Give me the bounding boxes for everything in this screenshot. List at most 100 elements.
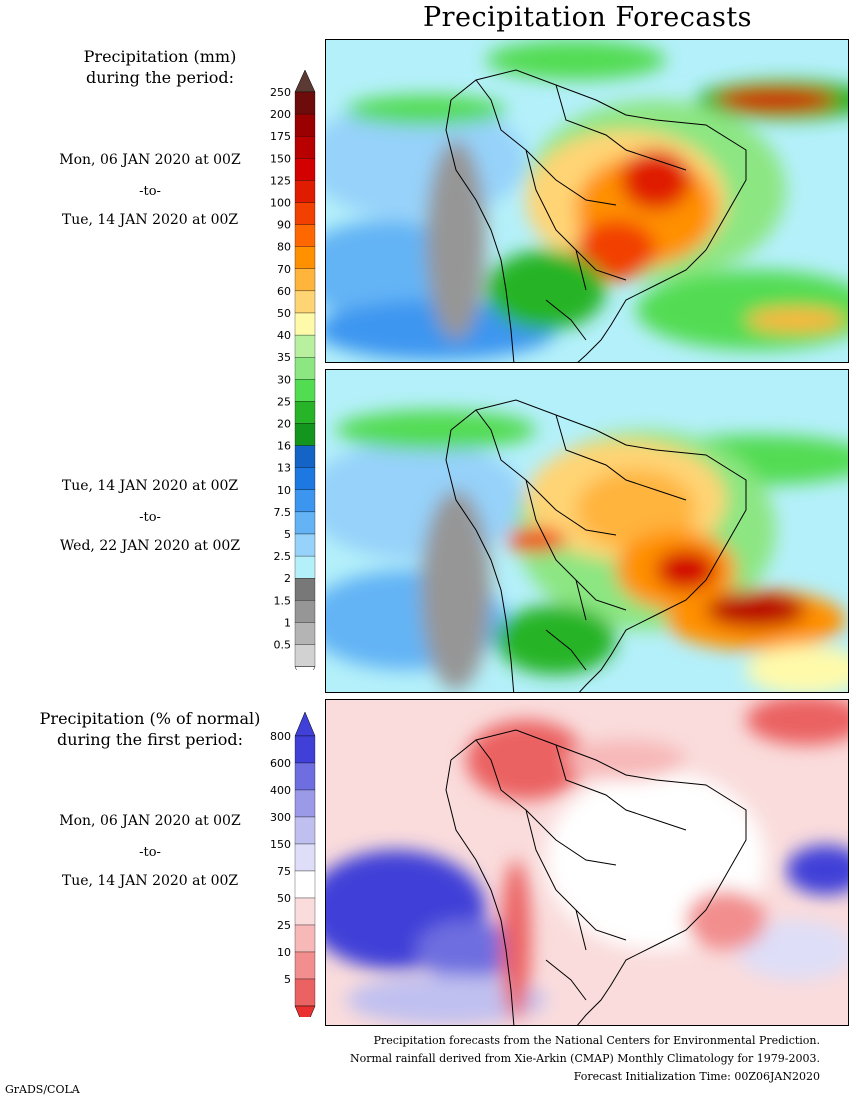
precip-legend-swatch [294,202,316,225]
percent-legend-tick-label: 5 [284,973,291,986]
precip-map-period2-image [326,370,848,692]
precip-map-period1-image [326,40,848,362]
precip-legend-swatch [294,489,316,513]
percent-legend-swatch [294,870,316,899]
page-title: Precipitation Forecasts [422,2,753,33]
percent-legend-tick-label: 600 [270,757,291,770]
percent-legend-swatch [294,816,316,845]
precip-legend-swatch [294,622,316,645]
percent-legend-swatch [294,735,316,764]
precip-legend-swatch [294,334,316,358]
precip-legend-swatch [294,246,316,269]
precip-legend-swatch [294,379,316,402]
precip-legend-tick-label: 2 [284,572,291,585]
percent-legend-top-arrow [294,711,316,737]
precip-legend-swatch [294,113,316,137]
percent-of-normal-map-image [326,700,848,1025]
percent-legend-swatch [294,924,316,953]
amount-heading: Precipitation (mm) during the period: [30,46,290,88]
precip-legend-swatch [294,180,316,203]
precip-legend-tick-label: 35 [277,351,291,364]
precip-legend-tick-label: 50 [277,307,291,320]
precip-legend-tick-label: 2.5 [274,550,292,563]
percent-legend-swatch [294,762,316,791]
precip-legend-swatch [294,136,316,159]
precip-legend-tick-label: 5 [284,528,291,541]
percent-legend-tick-label: 25 [277,919,291,932]
precip-legend-swatch [294,401,316,424]
precip-legend-tick-label: 200 [270,108,291,121]
precip-legend-bottom-arrow [294,666,316,690]
precip-legend-tick-label: 7.5 [274,506,292,519]
precip-legend-swatch [294,423,316,446]
precip-legend-swatch [294,578,316,601]
percent-legend-tick-label: 10 [277,946,291,959]
percent-legend-swatch [294,951,316,980]
footer-line2: Normal rainfall derived from Xie-Arkin (… [350,1052,820,1065]
period1-start: Mon, 06 JAN 2020 at 00Z [59,152,241,168]
percent-heading-line2: during the first period: [56,730,244,749]
precip-legend-tick-label: 175 [270,130,291,143]
percent-legend-tick-label: 150 [270,838,291,851]
precip-legend-tick-label: 80 [277,241,291,254]
period2-to: -to- [139,510,161,525]
precip-legend-swatch [294,511,316,535]
precip-colorbar: 2502001751501251009080706050403530252016… [270,69,316,690]
percent-legend-swatch [294,843,316,872]
percent-colorbar: 800 600 400 300 150 75 50 25 10 5 [270,711,316,1031]
precip-legend-tick-label: 20 [277,418,291,431]
period3-end: Tue, 14 JAN 2020 at 00Z [61,873,239,889]
period2-start: Tue, 14 JAN 2020 at 00Z [61,478,239,494]
precip-legend-tick-label: 25 [277,395,291,408]
precip-legend-swatch [294,445,316,468]
percent-legend-tick-label: 75 [277,865,291,878]
percent-of-normal-map [325,699,849,1026]
precip-legend-swatch [294,533,316,557]
precip-legend-swatch [294,91,316,115]
precip-legend-tick-label: 10 [277,484,291,497]
precip-legend-swatch [294,600,316,623]
precip-legend-tick-label: 13 [277,462,291,475]
footer: Precipitation forecasts from the Nationa… [350,1032,820,1086]
precip-map-period1 [325,39,849,363]
percent-heading-line1: Precipitation (% of normal) [39,709,261,728]
precip-legend: 250 200 175 150 125 100 90 80 70 60 50 40 35 30 25 20 16… [250,69,320,690]
precip-legend-swatch [294,467,316,490]
credit: GrADS/COLA [5,1083,80,1096]
percent-legend-tick-label: 800 [270,730,291,743]
precip-legend-tick-label: 1 [284,616,291,629]
percent-heading: Precipitation (% of normal) during the f… [20,708,280,750]
precip-legend-tick-label: 0.5 [274,639,292,652]
precip-legend-tick-label: 125 [270,174,291,187]
precip-legend-tick-label: 250 [270,86,291,99]
precip-legend-swatch [294,644,316,667]
precip-legend-swatch [294,357,316,380]
percent-legend-bottom-arrow [294,1005,316,1031]
period2-end: Wed, 22 JAN 2020 at 00Z [59,538,241,554]
footer-line1: Precipitation forecasts from the Nationa… [373,1034,820,1047]
precip-map-period2 [325,369,849,693]
percent-legend-tick-label: 400 [270,784,291,797]
percent-legend: 800 600 400 300 150 75 50 25 10 5 [250,711,320,1031]
precip-legend-swatch [294,555,316,579]
precip-legend-swatch [294,158,316,181]
percent-legend-tick-label: 50 [277,892,291,905]
precip-legend-top-arrow [294,69,316,93]
precip-legend-tick-label: 100 [270,197,291,210]
amount-heading-line1: Precipitation (mm) [83,47,237,66]
precip-legend-swatch [294,290,316,314]
precip-legend-swatch [294,268,316,292]
period1-end: Tue, 14 JAN 2020 at 00Z [61,212,239,228]
percent-legend-swatch [294,897,316,926]
precip-legend-swatch [294,312,316,336]
period1-to: -to- [139,184,161,199]
footer-line3: Forecast Initialization Time: 00Z06JAN20… [573,1070,820,1083]
precip-legend-tick-label: 70 [277,263,291,276]
precip-legend-tick-label: 16 [277,440,291,453]
precip-legend-tick-label: 90 [277,219,291,232]
percent-legend-swatch [294,978,316,1007]
percent-legend-tick-label: 300 [270,811,291,824]
period3-to: -to- [139,845,161,860]
precip-legend-tick-label: 1.5 [274,594,292,607]
percent-legend-swatch [294,789,316,818]
